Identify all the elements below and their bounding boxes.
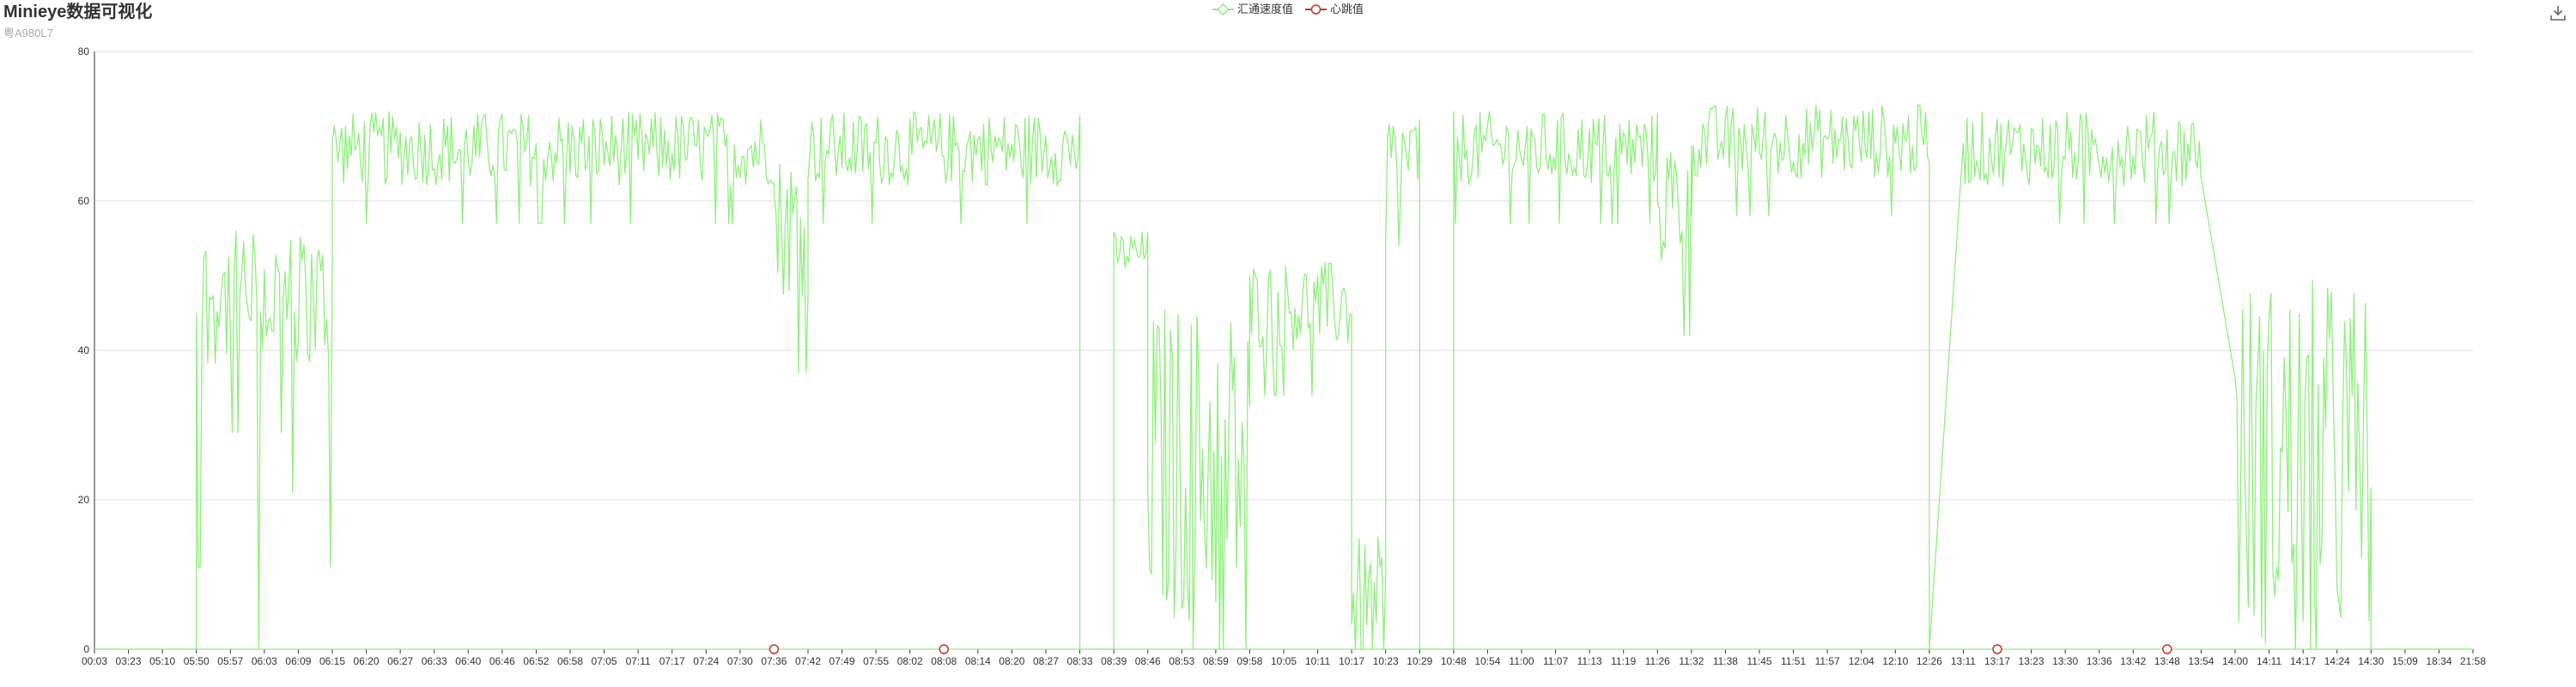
- x-tick-label: 11:13: [1577, 655, 1602, 667]
- x-tick-label: 14:24: [2324, 655, 2350, 667]
- y-tick-label: 40: [78, 344, 90, 356]
- x-tick-label: 08:39: [1101, 655, 1127, 667]
- x-tick-label: 06:15: [319, 655, 345, 667]
- grid-lines: [94, 51, 2473, 650]
- y-tick-label: 80: [78, 46, 90, 58]
- y-tick-label: 60: [78, 195, 90, 207]
- x-tick-label: 14:17: [2290, 655, 2316, 667]
- x-tick-label: 11:45: [1747, 655, 1771, 667]
- x-tick-label: 08:59: [1203, 655, 1229, 667]
- legend-item-heartbeat[interactable]: 心跳值: [1305, 2, 1364, 17]
- series-layer: [94, 104, 2473, 650]
- x-tick-label: 10:29: [1406, 655, 1432, 667]
- heartbeat-point[interactable]: [1992, 644, 2002, 654]
- legend-item-speed[interactable]: 汇通速度值: [1212, 2, 1293, 17]
- x-tick-label: 14:11: [2257, 655, 2281, 667]
- legend: 汇通速度值 心跳值: [0, 2, 2576, 17]
- x-tick-label: 07:24: [693, 655, 719, 667]
- x-tick-label: 07:49: [829, 655, 855, 667]
- x-tick-label: 14:00: [2222, 655, 2248, 667]
- heartbeat-point[interactable]: [769, 644, 780, 654]
- x-tick-label: 13:11: [1951, 655, 1976, 667]
- x-tick-label: 15:09: [2392, 655, 2418, 667]
- axes: 0 20 40 60 80 00:03 03:23 05:10 05:50 05:57 06:03 0…: [78, 46, 2487, 667]
- x-tick-label: 08:20: [999, 655, 1024, 667]
- x-tick-label: 13:30: [2052, 655, 2078, 667]
- x-tick-label: 05:10: [149, 655, 175, 667]
- x-tick-label: 08:02: [897, 655, 923, 667]
- x-tick-label: 12:04: [1849, 655, 1874, 667]
- x-tick-label: 14:30: [2358, 655, 2384, 667]
- x-tick-label: 18:34: [2426, 655, 2451, 667]
- heartbeat-point[interactable]: [2162, 644, 2172, 654]
- y-tick-label: 0: [83, 643, 89, 655]
- x-tick-label: 13:23: [2019, 655, 2044, 667]
- diamond-outline-icon: [1212, 3, 1234, 15]
- x-tick-label: 11:57: [1815, 655, 1840, 667]
- legend-label-heartbeat: 心跳值: [1330, 3, 1364, 15]
- x-tick-label: 06:33: [422, 655, 447, 667]
- legend-label-speed: 汇通速度值: [1236, 3, 1293, 15]
- x-tick-label: 08:33: [1067, 655, 1093, 667]
- x-tick-label: 13:42: [2120, 655, 2146, 667]
- x-tick-label: 06:40: [455, 655, 481, 667]
- chart-title: Minieye数据可视化: [3, 3, 153, 21]
- x-tick-label: 11:00: [1509, 655, 1534, 667]
- y-tick-label: 20: [78, 494, 90, 506]
- heartbeat-point[interactable]: [939, 644, 950, 654]
- x-tick-label: 06:58: [557, 655, 583, 667]
- x-tick-label: 11:38: [1713, 655, 1738, 667]
- x-tick-label: 13:36: [2087, 655, 2112, 667]
- x-tick-label: 08:46: [1135, 655, 1161, 667]
- x-tick-label: 07:17: [659, 655, 685, 667]
- x-tick-label: 07:11: [626, 655, 651, 667]
- x-tick-label: 00:03: [82, 655, 107, 667]
- x-tick-label: 06:09: [285, 655, 311, 667]
- x-tick-label: 11:32: [1679, 655, 1704, 667]
- chart-subtitle: 粤A980L7: [3, 27, 53, 40]
- x-tick-label: 12:10: [1882, 655, 1908, 667]
- x-tick-label: 08:08: [931, 655, 957, 667]
- x-tick-label: 09:58: [1236, 655, 1262, 667]
- x-tick-label: 13:54: [2188, 655, 2214, 667]
- circle-outline-icon: [1305, 4, 1327, 15]
- x-tick-label: 06:03: [252, 655, 277, 667]
- download-icon[interactable]: [2549, 3, 2567, 22]
- x-tick-label: 10:23: [1373, 655, 1399, 667]
- x-tick-label: 10:11: [1305, 655, 1330, 667]
- x-tick-label: 08:53: [1169, 655, 1194, 667]
- x-tick-label: 07:42: [795, 655, 821, 667]
- x-tick-label: 13:17: [1984, 655, 2010, 667]
- title-block: Minieye数据可视化 粤A980L7: [3, 2, 152, 41]
- x-tick-label: 07:36: [761, 655, 787, 667]
- x-tick-label: 11:19: [1611, 655, 1636, 667]
- x-tick-label: 13:48: [2154, 655, 2180, 667]
- x-tick-label: 11:26: [1645, 655, 1670, 667]
- x-tick-label: 05:57: [217, 655, 243, 667]
- series-line-speed: [94, 104, 2473, 650]
- marker-layer: [769, 644, 2172, 654]
- x-tick-label: 10:17: [1339, 655, 1364, 667]
- x-tick-label: 03:23: [116, 655, 142, 667]
- x-tick-label: 10:54: [1474, 655, 1500, 667]
- x-tick-label: 07:30: [727, 655, 753, 667]
- x-tick-label: 08:14: [965, 655, 991, 667]
- x-tick-label: 06:46: [489, 655, 515, 667]
- x-tick-label: 07:05: [592, 655, 617, 667]
- x-tick-label: 11:07: [1543, 655, 1568, 667]
- x-tick-label: 06:20: [354, 655, 380, 667]
- x-tick-label: 08:27: [1033, 655, 1059, 667]
- x-tick-label: 07:55: [863, 655, 889, 667]
- x-tick-label: 10:05: [1271, 655, 1297, 667]
- x-tick-label: 12:26: [1917, 655, 1942, 667]
- x-tick-label: 05:50: [184, 655, 210, 667]
- x-tick-label: 06:52: [523, 655, 549, 667]
- x-tick-label: 21:58: [2460, 655, 2486, 667]
- x-tick-label: 11:51: [1781, 655, 1806, 667]
- x-tick-label: 10:48: [1441, 655, 1467, 667]
- x-tick-label: 06:27: [387, 655, 413, 667]
